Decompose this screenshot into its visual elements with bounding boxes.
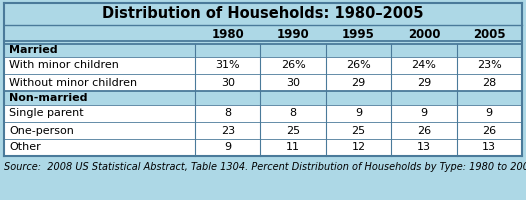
Text: 26: 26 xyxy=(482,126,497,136)
Text: 29: 29 xyxy=(417,77,431,88)
Text: 29: 29 xyxy=(351,77,366,88)
Text: Other: Other xyxy=(9,142,41,152)
Text: 2000: 2000 xyxy=(408,27,440,40)
Text: 24%: 24% xyxy=(411,60,437,71)
Text: 23%: 23% xyxy=(477,60,502,71)
Text: 23: 23 xyxy=(220,126,235,136)
Text: With minor children: With minor children xyxy=(9,60,119,71)
Text: 26%: 26% xyxy=(281,60,306,71)
Text: 13: 13 xyxy=(482,142,497,152)
Bar xyxy=(4,3,522,25)
Bar xyxy=(4,122,522,139)
Text: 13: 13 xyxy=(417,142,431,152)
Text: 9: 9 xyxy=(355,108,362,118)
Bar xyxy=(4,25,522,43)
Bar xyxy=(4,91,522,105)
Text: 30: 30 xyxy=(286,77,300,88)
Text: 9: 9 xyxy=(224,142,231,152)
Text: Source:  2008 US Statistical Abstract, Table 1304. Percent Distribution of House: Source: 2008 US Statistical Abstract, Ta… xyxy=(4,162,526,172)
Bar xyxy=(4,43,522,57)
Text: 8: 8 xyxy=(224,108,231,118)
Text: 2005: 2005 xyxy=(473,27,505,40)
Text: 1995: 1995 xyxy=(342,27,375,40)
Text: 1980: 1980 xyxy=(211,27,244,40)
Text: 25: 25 xyxy=(351,126,366,136)
Text: One-person: One-person xyxy=(9,126,74,136)
Text: Distribution of Households: 1980–2005: Distribution of Households: 1980–2005 xyxy=(102,6,424,21)
Text: 9: 9 xyxy=(420,108,428,118)
Text: Single parent: Single parent xyxy=(9,108,84,118)
Text: 26%: 26% xyxy=(346,60,371,71)
Text: Married: Married xyxy=(9,45,58,55)
Text: Non-married: Non-married xyxy=(9,93,87,103)
Text: 9: 9 xyxy=(485,108,493,118)
Text: Without minor children: Without minor children xyxy=(9,77,137,88)
Text: 28: 28 xyxy=(482,77,497,88)
Bar xyxy=(4,105,522,122)
Text: 31%: 31% xyxy=(215,60,240,71)
Text: 26: 26 xyxy=(417,126,431,136)
Text: 8: 8 xyxy=(289,108,297,118)
Text: 30: 30 xyxy=(221,77,235,88)
Text: 25: 25 xyxy=(286,126,300,136)
Text: 11: 11 xyxy=(286,142,300,152)
Bar xyxy=(4,74,522,91)
Text: 1990: 1990 xyxy=(277,27,309,40)
Bar xyxy=(4,57,522,74)
Bar xyxy=(4,139,522,156)
Text: 12: 12 xyxy=(351,142,366,152)
